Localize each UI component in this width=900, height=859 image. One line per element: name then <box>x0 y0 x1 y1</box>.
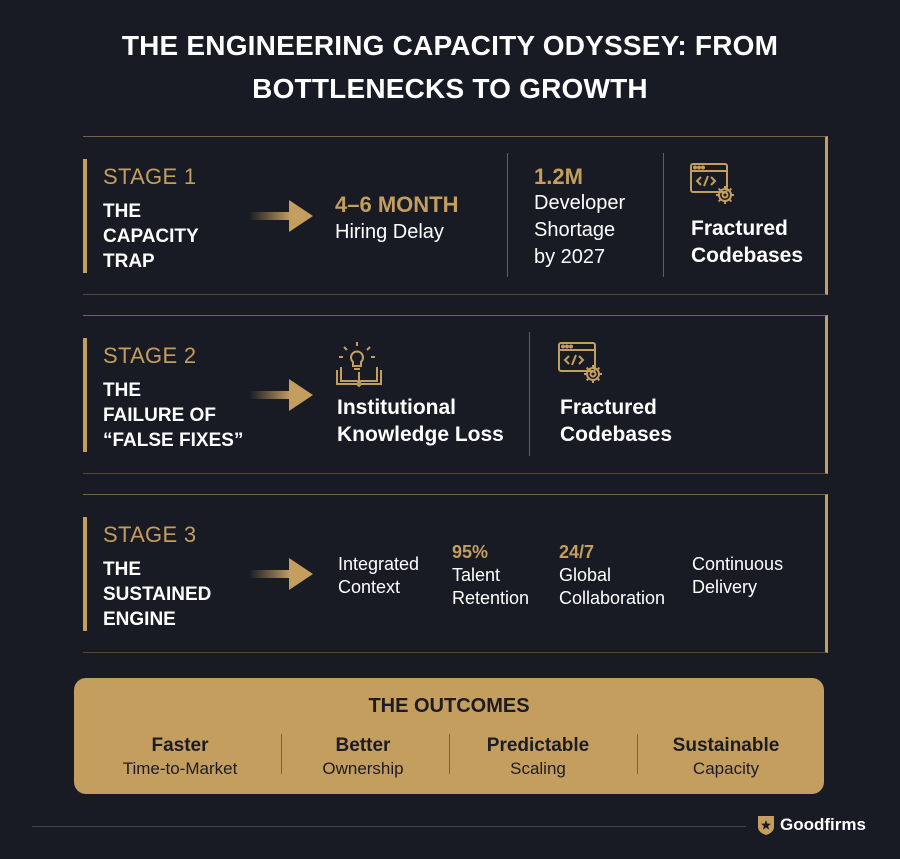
outcomes-panel: THE OUTCOMES Faster Time-to-Market Bette… <box>74 678 824 794</box>
global-collaboration-label: Global Collaboration <box>559 564 665 610</box>
hiring-delay-label: Hiring Delay <box>335 221 444 243</box>
label-line: Fractured <box>691 217 788 240</box>
outcome-title: Predictable <box>486 735 590 756</box>
stage-3-panel: STAGE 3 THE SUSTAINED ENGINE Integrated … <box>83 494 828 653</box>
divider <box>637 734 638 774</box>
label-line: Delivery <box>692 577 758 597</box>
code-gear-icon <box>690 163 734 204</box>
outcome-subtitle: Time-to-Market <box>122 759 238 778</box>
stage-accent-bar <box>83 517 87 631</box>
stage-name-line: FAILURE OF <box>103 405 216 426</box>
arrow-right-icon <box>249 200 313 232</box>
stage-name-line: SUSTAINED <box>103 584 212 605</box>
fractured-codebases-label: Fractured Codebases <box>560 394 672 448</box>
talent-retention-stat: 95% Talent Retention <box>452 541 529 610</box>
label-line: Talent <box>452 565 501 585</box>
global-collaboration-stat: 24/7 Global Collaboration <box>559 541 665 610</box>
stage-name-line: “FALSE FIXES” <box>103 430 244 451</box>
outcome-item: Better Ownership <box>278 734 448 780</box>
developer-shortage-label: Developer Shortage by 2027 <box>534 190 625 271</box>
code-gear-icon <box>558 342 602 383</box>
stage-name-line: THE <box>103 380 141 401</box>
developer-shortage-value: 1.2M <box>534 164 583 189</box>
title-line-1: THE ENGINEERING CAPACITY ODYSSEY: FROM <box>121 30 779 61</box>
outcome-item: Sustainable Capacity <box>641 734 811 780</box>
outcome-title: Sustainable <box>672 735 780 756</box>
stage-name: THE CAPACITY TRAP <box>103 199 199 274</box>
lightbulb-book-icon <box>336 342 382 388</box>
integrated-context-label: Integrated Context <box>338 553 419 599</box>
outcome-title: Faster <box>151 735 209 756</box>
stage-number: STAGE 1 <box>103 164 197 189</box>
outcome-subtitle: Scaling <box>510 759 566 778</box>
outcome-item: Faster Time-to-Market <box>95 734 265 780</box>
title-line-2: BOTTLENECKS TO GROWTH <box>252 73 648 104</box>
stage-name-line: THE <box>103 201 141 222</box>
hiring-delay-value: 4–6 MONTH <box>335 192 459 217</box>
continuous-delivery-label: Continuous Delivery <box>692 553 783 599</box>
star-shield-icon <box>758 816 774 835</box>
talent-retention-label: Talent Retention <box>452 564 529 610</box>
label-line: by 2027 <box>534 246 606 268</box>
stage-name: THE FAILURE OF “FALSE FIXES” <box>103 378 243 453</box>
stage-name: THE SUSTAINED ENGINE <box>103 557 211 632</box>
outcomes-title: THE OUTCOMES <box>368 695 530 717</box>
outcome-title: Better <box>335 735 391 756</box>
arrow-right-icon <box>249 379 313 411</box>
label-line: Codebases <box>560 423 673 446</box>
outcome-subtitle: Ownership <box>322 759 404 778</box>
label-line: Context <box>338 577 401 597</box>
label-line: Integrated <box>338 554 420 574</box>
global-collaboration-value: 24/7 <box>559 542 595 562</box>
hiring-delay-stat: 4–6 MONTH Hiring Delay <box>335 191 458 245</box>
label-line: Collaboration <box>559 588 666 608</box>
label-line: Retention <box>452 588 530 608</box>
outcome-item: Predictable Scaling <box>453 734 623 780</box>
developer-shortage-stat: 1.2M Developer Shortage by 2027 <box>534 164 625 271</box>
divider <box>507 153 508 277</box>
label-line: Developer <box>534 192 626 214</box>
stage-number: STAGE 3 <box>103 522 197 547</box>
page-title: THE ENGINEERING CAPACITY ODYSSEY: FROM B… <box>60 24 840 110</box>
label-line: Knowledge Loss <box>337 423 504 446</box>
label-line: Continuous <box>692 554 784 574</box>
label-line: Codebases <box>691 244 804 267</box>
stage-1-panel: STAGE 1 THE CAPACITY TRAP 4–6 MONTH Hiri… <box>83 136 828 295</box>
stage-name-line: THE <box>103 559 141 580</box>
fractured-codebases-label: Fractured Codebases <box>691 215 803 269</box>
talent-retention-value: 95% <box>452 542 489 562</box>
label-line: Global <box>559 565 612 585</box>
divider <box>529 332 530 456</box>
divider <box>281 734 282 774</box>
label-line: Fractured <box>560 396 657 419</box>
label-line: Shortage <box>534 219 616 241</box>
arrow-right-icon <box>249 558 313 590</box>
outcome-subtitle: Capacity <box>692 759 760 778</box>
footer-divider <box>32 826 746 827</box>
label-line: Institutional <box>337 396 456 419</box>
brand-logo: Goodfirms <box>757 814 866 836</box>
stage-accent-bar <box>83 338 87 452</box>
stage-name-line: TRAP <box>103 251 155 272</box>
stage-name-line: CAPACITY <box>103 226 199 247</box>
stage-2-panel: STAGE 2 THE FAILURE OF “FALSE FIXES” Ins… <box>83 315 828 474</box>
divider <box>449 734 450 774</box>
stage-accent-bar <box>83 159 87 273</box>
stage-name-line: ENGINE <box>103 609 176 630</box>
stage-number: STAGE 2 <box>103 343 197 368</box>
brand-name: Goodfirms <box>780 815 866 834</box>
knowledge-loss-label: Institutional Knowledge Loss <box>337 394 504 448</box>
divider <box>663 153 664 277</box>
